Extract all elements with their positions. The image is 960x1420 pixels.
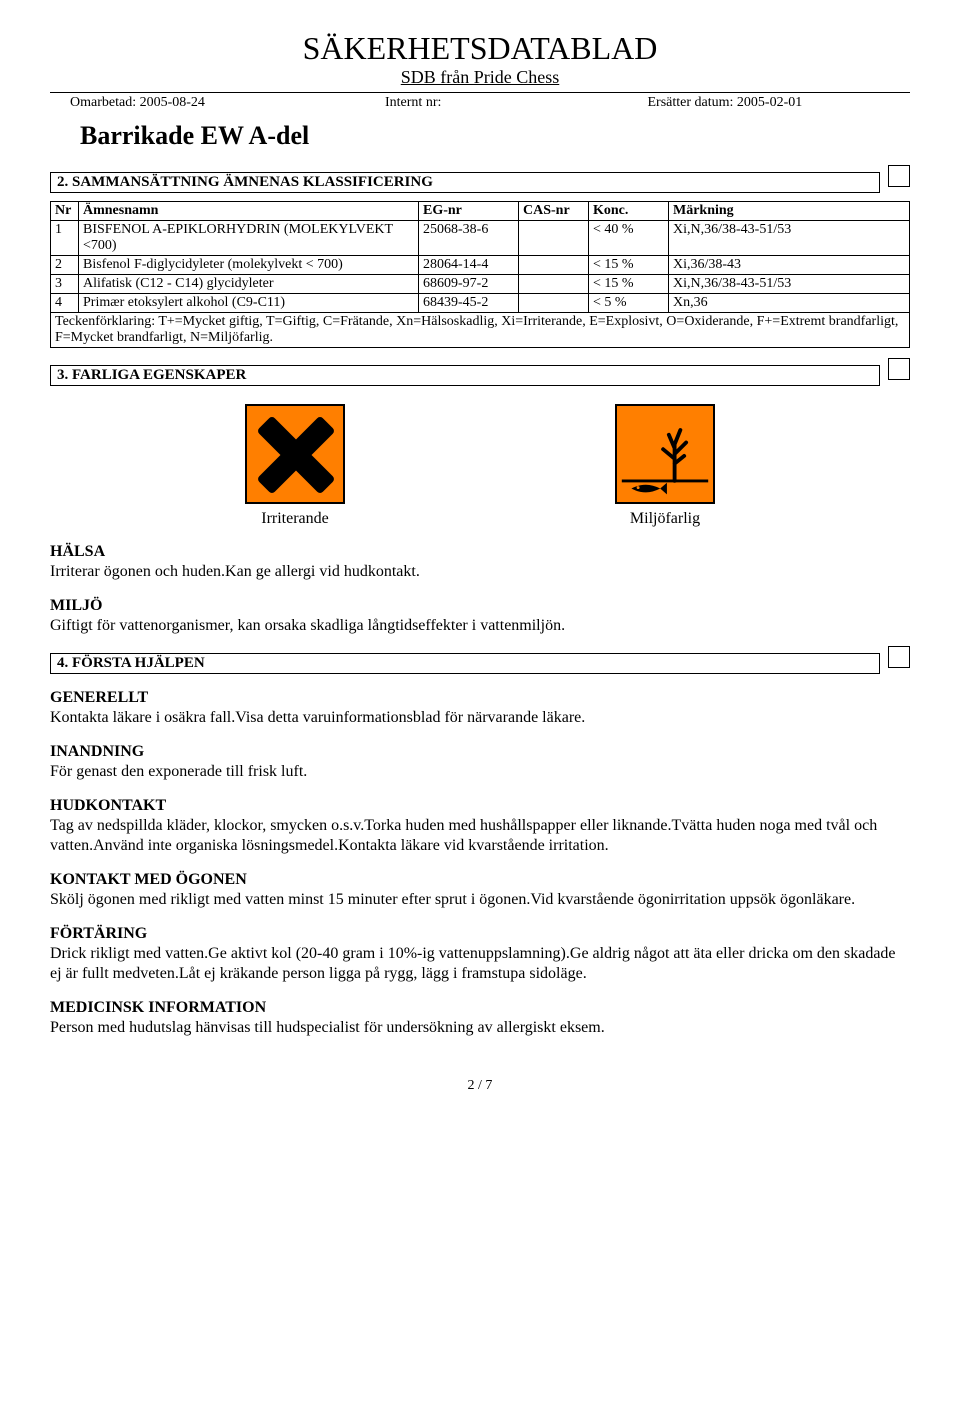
halsa-text: Irriterar ögonen och huden.Kan ge allerg…	[50, 562, 910, 582]
hudkontakt-text: Tag av nedspillda kläder, klockor, smyck…	[50, 816, 910, 856]
cell: 3	[51, 275, 79, 294]
table-header-row: Nr Ämnesnamn EG-nr CAS-nr Konc. Märkning	[51, 202, 910, 221]
table-legend-row: Teckenförklaring: T+=Mycket giftig, T=Gi…	[51, 313, 910, 348]
col-name-header: Ämnesnamn	[79, 202, 419, 221]
generellt-text: Kontakta läkare i osäkra fall.Visa detta…	[50, 708, 910, 728]
halsa-heading: HÄLSA	[50, 542, 910, 562]
checkbox-icon	[888, 358, 910, 380]
hudkontakt-heading: HUDKONTAKT	[50, 796, 910, 816]
checkbox-icon	[888, 165, 910, 187]
ogon-heading: KONTAKT MED ÖGONEN	[50, 870, 910, 890]
col-cas-header: CAS-nr	[519, 202, 589, 221]
cell: 1	[51, 221, 79, 256]
cell: Xi,N,36/38-43-51/53	[669, 221, 910, 256]
meta-left-value: 2005-08-24	[140, 95, 205, 110]
meta-left-label: Omarbetad:	[70, 95, 136, 110]
cell: Alifatisk (C12 - C14) glycidyleter	[79, 275, 419, 294]
col-mark-header: Märkning	[669, 202, 910, 221]
cell: Xi,N,36/38-43-51/53	[669, 275, 910, 294]
table-row: 1 BISFENOL A-EPIKLORHYDRIN (MOLEKYLVEKT …	[51, 221, 910, 256]
cell: 25068-38-6	[419, 221, 519, 256]
col-eg-header: EG-nr	[419, 202, 519, 221]
cell	[519, 275, 589, 294]
fortaring-heading: FÖRTÄRING	[50, 924, 910, 944]
product-name: Barrikade EW A-del	[80, 121, 910, 151]
table-row: 2 Bisfenol F-diglycidyleter (molekylvekt…	[51, 256, 910, 275]
page-number: 2 / 7	[50, 1078, 910, 1094]
cell: < 15 %	[589, 275, 669, 294]
inandning-heading: INANDNING	[50, 742, 910, 762]
miljo-text: Giftigt för vattenorganismer, kan orsaka…	[50, 616, 910, 636]
environment-pictogram-icon	[615, 404, 715, 504]
medicinsk-text: Person med hudutslag hänvisas till hudsp…	[50, 1018, 910, 1038]
doc-title: SÄKERHETSDATABLAD	[50, 30, 910, 67]
meta-right-value: 2005-02-01	[737, 95, 802, 110]
meta-mid-label: Internt nr:	[385, 95, 441, 110]
cell: < 40 %	[589, 221, 669, 256]
cell: Xn,36	[669, 294, 910, 313]
section4-heading: 4. FÖRSTA HJÄLPEN	[50, 653, 880, 674]
fortaring-text: Drick rikligt med vatten.Ge aktivt kol (…	[50, 944, 910, 984]
cell: Xi,36/38-43	[669, 256, 910, 275]
cell: 2	[51, 256, 79, 275]
col-konc-header: Konc.	[589, 202, 669, 221]
cell: Bisfenol F-diglycidyleter (molekylvekt <…	[79, 256, 419, 275]
generellt-heading: GENERELLT	[50, 688, 910, 708]
hazard-pictograms: Irriterande Miljöfarlig	[110, 404, 850, 528]
table-row: 3 Alifatisk (C12 - C14) glycidyleter 686…	[51, 275, 910, 294]
cell: 68609-97-2	[419, 275, 519, 294]
cell: Primær etoksylert alkohol (C9-C11)	[79, 294, 419, 313]
ogon-text: Skölj ögonen med rikligt med vatten mins…	[50, 890, 910, 910]
cell: 4	[51, 294, 79, 313]
cell: 28064-14-4	[419, 256, 519, 275]
section2-heading: 2. SAMMANSÄTTNING ÄMNENAS KLASSIFICERING	[50, 172, 880, 193]
hazard-label-irritant: Irriterande	[261, 510, 329, 528]
meta-row: Omarbetad: 2005-08-24 Internt nr: Ersätt…	[50, 92, 910, 117]
miljo-heading: MILJÖ	[50, 596, 910, 616]
section3-heading: 3. FARLIGA EGENSKAPER	[50, 365, 880, 386]
cell: < 5 %	[589, 294, 669, 313]
checkbox-icon	[888, 646, 910, 668]
irritant-pictogram-icon	[245, 404, 345, 504]
inandning-text: För genast den exponerade till frisk luf…	[50, 762, 910, 782]
document-header: SÄKERHETSDATABLAD SDB från Pride Chess O…	[50, 30, 910, 151]
hazard-label-environment: Miljöfarlig	[630, 510, 700, 528]
cell	[519, 221, 589, 256]
legend-cell: Teckenförklaring: T+=Mycket giftig, T=Gi…	[51, 313, 910, 348]
medicinsk-heading: MEDICINSK INFORMATION	[50, 998, 910, 1018]
doc-subtitle: SDB från Pride Chess	[50, 67, 910, 88]
table-row: 4 Primær etoksylert alkohol (C9-C11) 684…	[51, 294, 910, 313]
cell	[519, 294, 589, 313]
cell: 68439-45-2	[419, 294, 519, 313]
cell	[519, 256, 589, 275]
composition-table: Nr Ämnesnamn EG-nr CAS-nr Konc. Märkning…	[50, 201, 910, 348]
col-nr-header: Nr	[51, 202, 79, 221]
cell: BISFENOL A-EPIKLORHYDRIN (MOLEKYLVEKT <7…	[79, 221, 419, 256]
meta-right-label: Ersätter datum:	[648, 95, 734, 110]
cell: < 15 %	[589, 256, 669, 275]
